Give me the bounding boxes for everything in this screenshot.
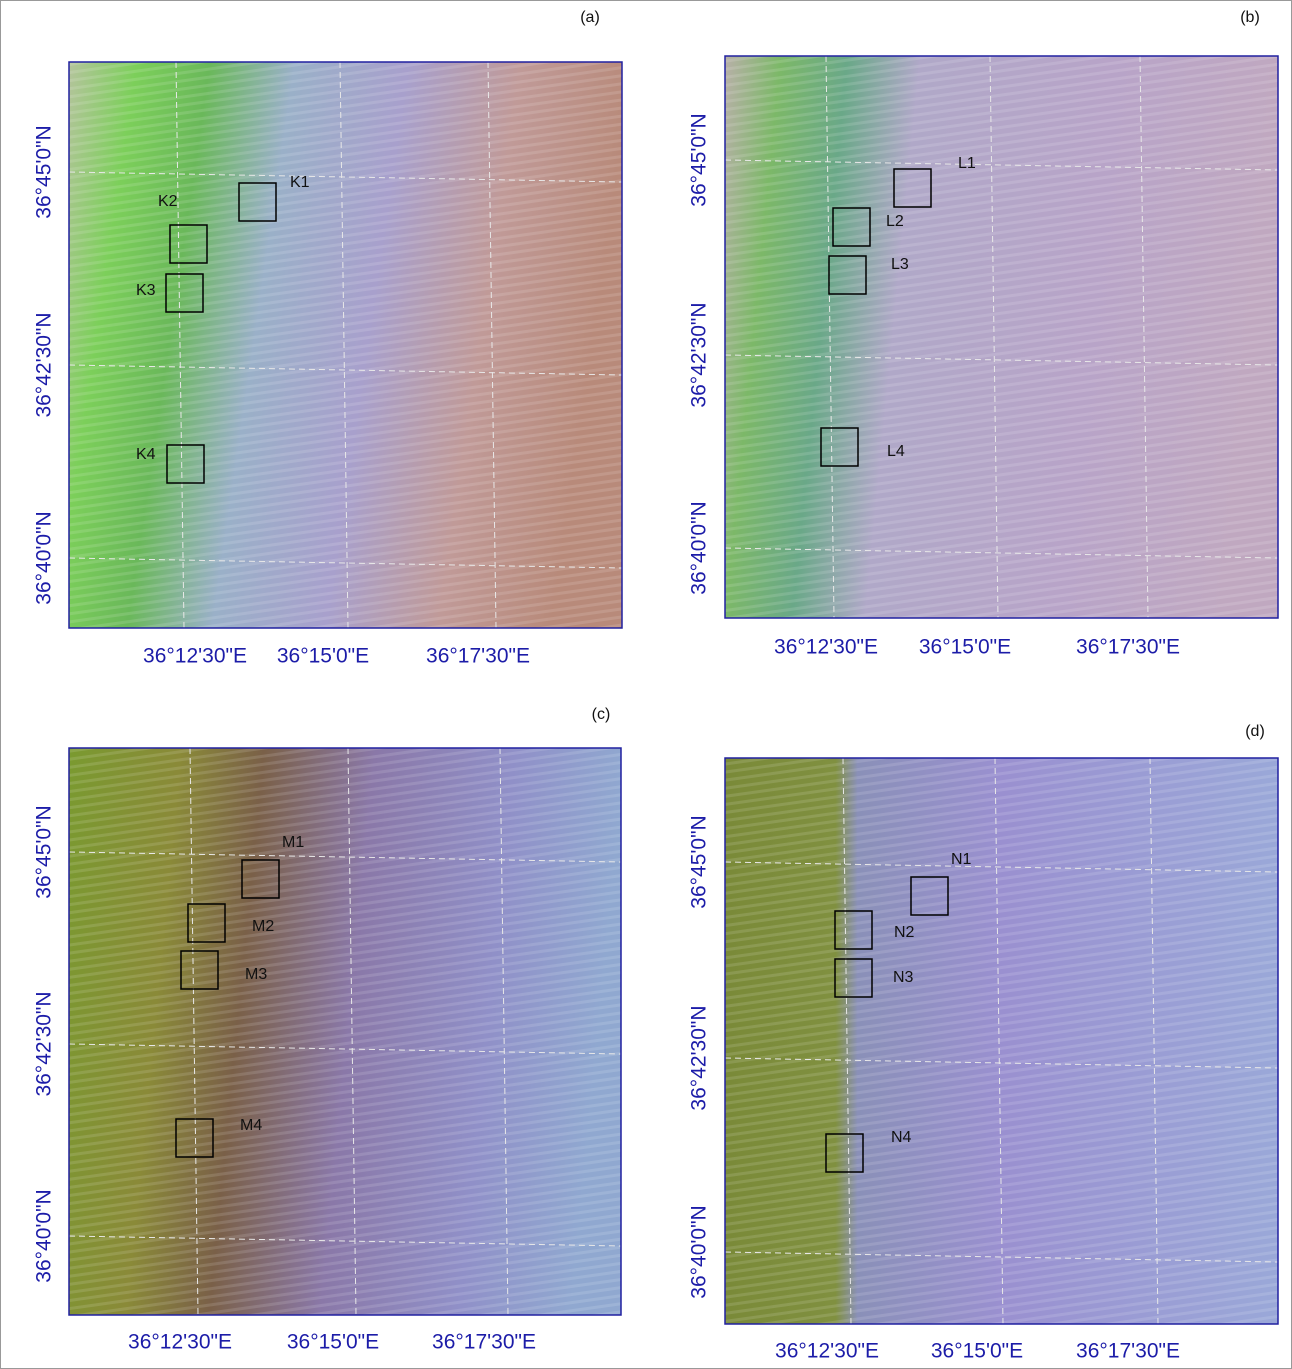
sample-box-label: M3 <box>245 966 267 983</box>
panel-label: (d) <box>1245 723 1265 740</box>
longitude-label: 36°12'30"E <box>128 1331 232 1354</box>
sample-box-label: M1 <box>282 834 304 851</box>
sample-box-label: N4 <box>891 1129 912 1146</box>
latitude-label: 36°45'0"N <box>33 125 56 218</box>
latitude-label: 36°40'0"N <box>33 511 56 604</box>
sample-box-label: N1 <box>951 851 972 868</box>
longitude-label: 36°17'30"E <box>426 645 530 668</box>
sample-box-label: L4 <box>887 443 905 460</box>
sample-box-label: N3 <box>893 969 914 986</box>
sample-box-label: L2 <box>886 213 904 230</box>
image-texture <box>69 748 621 1315</box>
image-texture <box>725 56 1278 618</box>
longitude-label: 36°15'0"E <box>919 636 1011 659</box>
longitude-label: 36°12'30"E <box>774 636 878 659</box>
latitude-label: 36°40'0"N <box>688 1205 711 1298</box>
sample-box-label: L1 <box>958 155 976 172</box>
latitude-label: 36°45'0"N <box>33 805 56 898</box>
panel-label: (a) <box>580 9 600 26</box>
latitude-label: 36°42'30"N <box>688 1005 711 1110</box>
longitude-label: 36°17'30"E <box>432 1331 536 1354</box>
latitude-label: 36°40'0"N <box>33 1189 56 1282</box>
sample-box-label: L3 <box>891 256 909 273</box>
sample-box-label: K1 <box>290 174 310 191</box>
longitude-label: 36°15'0"E <box>931 1340 1023 1363</box>
longitude-label: 36°12'30"E <box>143 645 247 668</box>
sample-box-label: K2 <box>158 193 178 210</box>
latitude-label: 36°42'30"N <box>688 302 711 407</box>
figure: (a) 36°45'0"N 36°42'30"N 36°40'0"N 36°12'30"… <box>0 0 1292 1369</box>
longitude-label: 36°17'30"E <box>1076 636 1180 659</box>
latitude-label: 36°45'0"N <box>688 113 711 206</box>
sample-box-label: K3 <box>136 282 156 299</box>
latitude-label: 36°45'0"N <box>688 815 711 908</box>
latitude-label: 36°40'0"N <box>688 501 711 594</box>
sample-box-label: M4 <box>240 1117 262 1134</box>
sample-box-label: N2 <box>894 924 915 941</box>
latitude-label: 36°42'30"N <box>33 312 56 417</box>
longitude-label: 36°17'30"E <box>1076 1340 1180 1363</box>
latitude-label: 36°42'30"N <box>33 991 56 1096</box>
longitude-label: 36°12'30"E <box>775 1340 879 1363</box>
sample-box-label: K4 <box>136 446 156 463</box>
longitude-label: 36°15'0"E <box>287 1331 379 1354</box>
sample-box-label: M2 <box>252 918 274 935</box>
image-texture <box>69 62 622 628</box>
panel-label: (c) <box>592 706 611 723</box>
panel-label: (b) <box>1240 9 1260 26</box>
longitude-label: 36°15'0"E <box>277 645 369 668</box>
